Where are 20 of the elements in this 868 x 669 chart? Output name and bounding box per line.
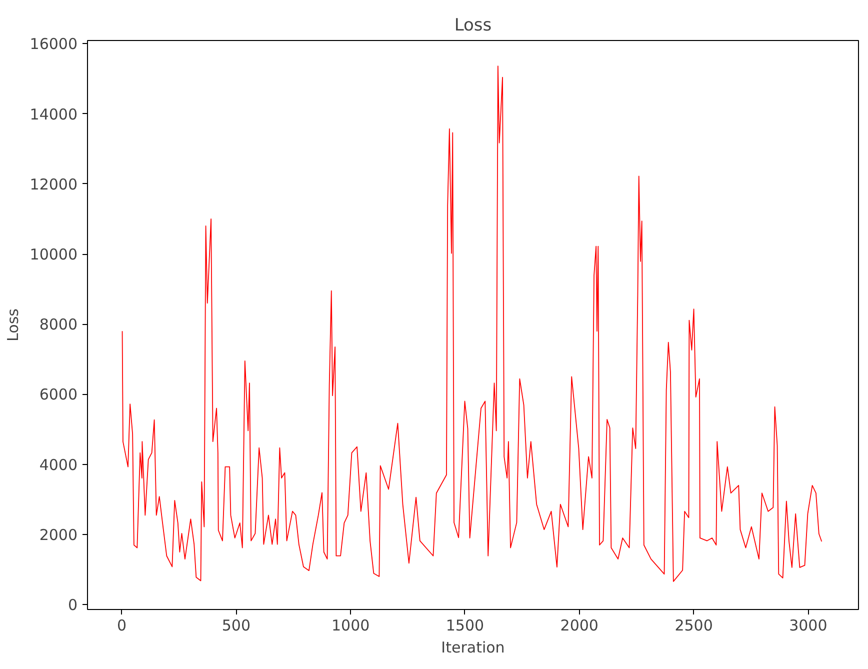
x-tick-label: 0 bbox=[117, 616, 127, 634]
y-tick-label: 4000 bbox=[39, 456, 78, 474]
y-tick-label: 10000 bbox=[30, 246, 78, 264]
line-series bbox=[122, 66, 822, 582]
y-tick-label: 8000 bbox=[39, 316, 78, 334]
y-tick-label: 2000 bbox=[39, 526, 78, 544]
x-tick-label: 3000 bbox=[789, 616, 828, 634]
y-tick-label: 12000 bbox=[30, 175, 78, 194]
y-axis-title: Loss bbox=[4, 308, 22, 342]
chart-title: Loss bbox=[454, 16, 492, 36]
x-tick-label: 1500 bbox=[446, 616, 484, 634]
x-axis-title: Iteration bbox=[441, 638, 505, 656]
x-tick-label: 2500 bbox=[674, 616, 713, 634]
x-tick-label: 1000 bbox=[332, 616, 370, 634]
y-tick-label: 0 bbox=[68, 596, 78, 614]
y-tick-label: 6000 bbox=[39, 386, 78, 404]
x-tick-label: 500 bbox=[222, 616, 251, 634]
y-tick-label: 14000 bbox=[30, 105, 78, 124]
x-tick-label: 2000 bbox=[560, 616, 598, 634]
y-tick-label: 16000 bbox=[30, 35, 78, 54]
